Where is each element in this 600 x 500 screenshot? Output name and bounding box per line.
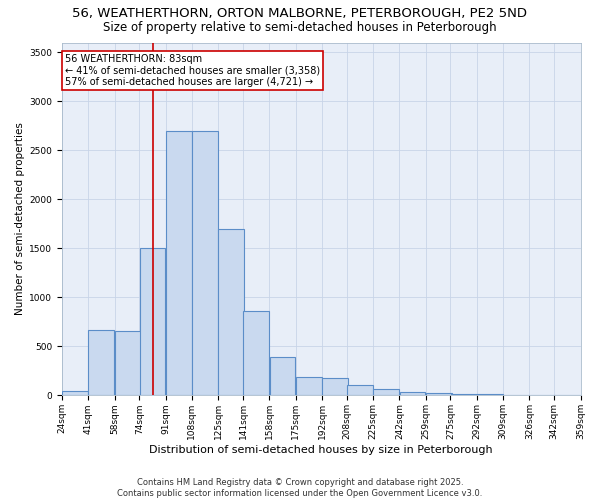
Text: Contains HM Land Registry data © Crown copyright and database right 2025.
Contai: Contains HM Land Registry data © Crown c… bbox=[118, 478, 482, 498]
Bar bbox=[115, 330, 140, 396]
Bar bbox=[192, 130, 218, 396]
Bar bbox=[218, 229, 244, 396]
Bar bbox=[62, 390, 88, 396]
Bar bbox=[451, 394, 476, 396]
Bar bbox=[296, 378, 322, 396]
Bar bbox=[243, 311, 269, 396]
Bar bbox=[322, 378, 348, 396]
Bar bbox=[88, 330, 114, 396]
Bar bbox=[373, 388, 399, 396]
Bar bbox=[400, 392, 425, 396]
Bar bbox=[166, 130, 191, 396]
Text: 56, WEATHERTHORN, ORTON MALBORNE, PETERBOROUGH, PE2 5ND: 56, WEATHERTHORN, ORTON MALBORNE, PETERB… bbox=[73, 8, 527, 20]
Bar bbox=[140, 248, 166, 396]
Bar bbox=[347, 384, 373, 396]
Bar bbox=[477, 394, 503, 396]
X-axis label: Distribution of semi-detached houses by size in Peterborough: Distribution of semi-detached houses by … bbox=[149, 445, 493, 455]
Bar bbox=[426, 393, 452, 396]
Text: 56 WEATHERTHORN: 83sqm
← 41% of semi-detached houses are smaller (3,358)
57% of : 56 WEATHERTHORN: 83sqm ← 41% of semi-det… bbox=[65, 54, 320, 88]
Bar bbox=[269, 357, 295, 396]
Text: Size of property relative to semi-detached houses in Peterborough: Size of property relative to semi-detach… bbox=[103, 21, 497, 34]
Y-axis label: Number of semi-detached properties: Number of semi-detached properties bbox=[15, 122, 25, 316]
